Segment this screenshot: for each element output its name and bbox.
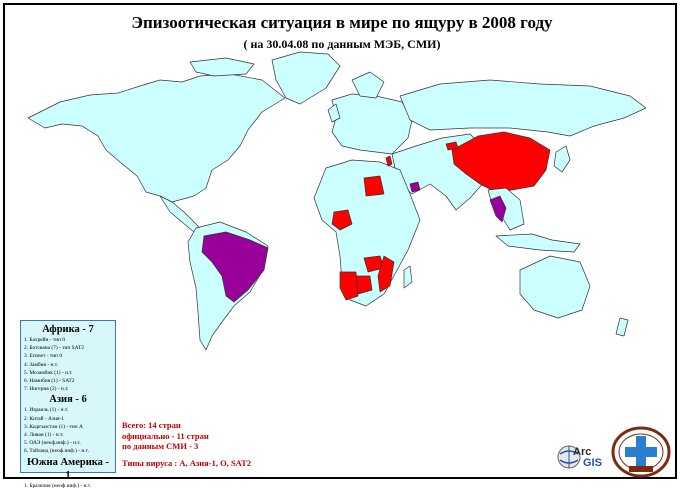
blue-cross-emblem-icon bbox=[611, 426, 671, 478]
legend-item: 6. Намибия (1) - SAT2 bbox=[24, 378, 75, 385]
map-subtitle: ( на 30.04.08 по данным МЭБ, СМИ) bbox=[243, 37, 441, 51]
scandinavia-land bbox=[351, 71, 385, 99]
globe-icon bbox=[557, 445, 581, 469]
arcgis-logo: Arc GIS bbox=[556, 438, 606, 476]
legend-item: 1. Бахрейн - тип 0 bbox=[24, 337, 66, 343]
legend-asia-heading: Азия - 6 bbox=[49, 394, 87, 406]
legend-item: 2. Китай - Азия-1 bbox=[24, 415, 64, 422]
legend-item: 3. Кыргызстан (1) - тип А bbox=[24, 423, 83, 430]
europe-land bbox=[331, 93, 413, 155]
brazil-country bbox=[201, 231, 269, 303]
legend-item: 3. Египет - тип 0 bbox=[24, 353, 63, 360]
nigeria-country bbox=[331, 209, 353, 231]
legend-item: 1. Бразилия (неоф.инф.) - н.т. bbox=[24, 482, 92, 489]
africa-land bbox=[313, 159, 421, 307]
stats-virus-types: Типы вируса : А, Азия-1, О, SAT2 bbox=[122, 457, 252, 468]
legend-item: 4. Замбия - н.т. bbox=[24, 361, 59, 368]
madagascar-land bbox=[403, 265, 413, 289]
british-isles-land bbox=[327, 103, 341, 123]
map-title: Эпизоотическая ситуация в мире по ящуру … bbox=[131, 13, 553, 32]
egypt-country bbox=[363, 175, 385, 197]
central-america-land bbox=[159, 195, 201, 233]
kyrgyzstan-country bbox=[445, 141, 459, 151]
arctic-islands-land bbox=[189, 57, 255, 77]
legend-item: 5. Мозамбик (1) - н.т. bbox=[24, 369, 73, 376]
north-america-land bbox=[27, 73, 286, 203]
legend-item: 5. ОАЭ (неоф.инф.) - н.т. bbox=[24, 440, 81, 447]
legend-item: 1. Израиль (1) - н.т. bbox=[24, 407, 69, 414]
thailand-country bbox=[489, 195, 507, 223]
arcgis-arc-text: Arc bbox=[573, 446, 592, 458]
legend-south-america-heading: Южна Америка - 1 bbox=[26, 456, 110, 481]
greenland-land bbox=[271, 51, 341, 105]
botswana-country bbox=[355, 275, 373, 295]
stats-official: официально - 11 стран bbox=[122, 430, 209, 441]
australia-land bbox=[519, 255, 591, 319]
map-frame bbox=[3, 3, 677, 479]
japan-land bbox=[553, 145, 571, 173]
legend-item: 6. Тайланд (неоф.инф.) - н.т. bbox=[24, 448, 89, 455]
mozambique-country bbox=[377, 255, 395, 293]
legend-africa-heading: Африка - 7 bbox=[42, 324, 94, 335]
legend-item: 7. Нигерия (2) - н.т. bbox=[24, 386, 69, 393]
north-asia-land bbox=[399, 79, 647, 137]
bahrain-uae-country bbox=[409, 181, 421, 193]
new-zealand-land bbox=[615, 317, 629, 337]
indonesia-land bbox=[495, 233, 581, 253]
legend-item: 4. Ливан (1) - н.т. bbox=[24, 432, 64, 439]
stats-media: по данным СМИ - 3 bbox=[122, 441, 199, 451]
legend-item: 2. Ботсвана (7) - тип SAT2 bbox=[24, 345, 84, 352]
legend-box: Африка - 7 1. Бахрейн - тип 0 2. Ботсван… bbox=[20, 320, 116, 489]
namibia-country bbox=[339, 271, 359, 301]
arcgis-gis-text: GIS bbox=[583, 457, 602, 469]
statistics-block: Всего: 14 стран официально - 11 стран по… bbox=[122, 420, 251, 468]
lebanon-israel-country bbox=[385, 155, 393, 167]
stats-total: Всего: 14 стран bbox=[122, 420, 181, 430]
china-country bbox=[451, 131, 551, 193]
